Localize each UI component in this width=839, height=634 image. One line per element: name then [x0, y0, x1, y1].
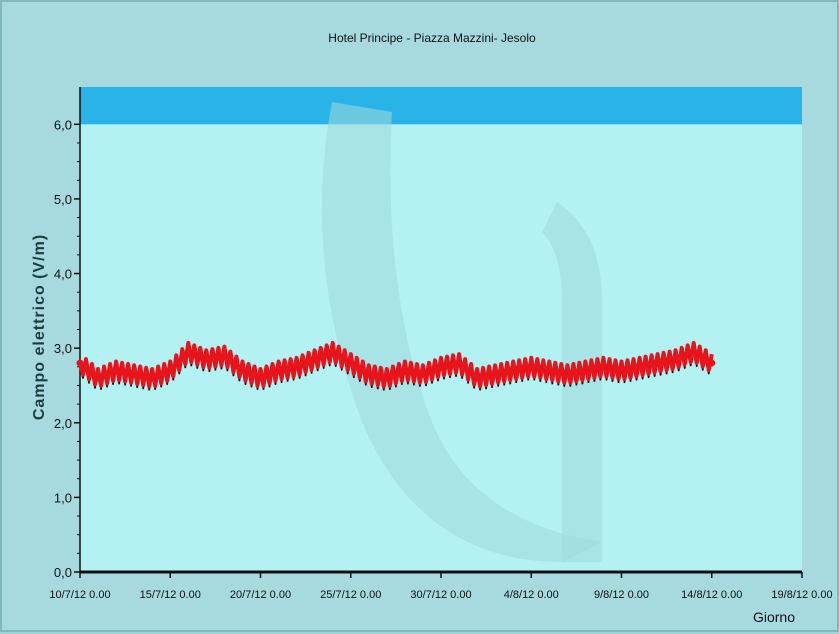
data-point	[618, 367, 625, 375]
data-point	[112, 367, 120, 375]
x-tick-label: 19/8/12 0.00	[771, 589, 832, 601]
series-shadow-line	[79, 346, 713, 391]
data-point	[130, 370, 138, 378]
data-point	[581, 367, 589, 375]
data-point	[329, 348, 337, 356]
data-point	[563, 370, 571, 378]
data-point	[419, 370, 427, 378]
data-point	[94, 374, 102, 382]
y-axis-label: Campo elettrico (V/m)	[31, 234, 48, 420]
x-tick-label: 20/7/12 0.00	[230, 589, 291, 601]
x-tick-label: 4/8/12 0.00	[504, 589, 559, 601]
x-tick-label: 14/8/12 0.00	[681, 589, 742, 601]
x-tick-label: 10/7/12 0.00	[49, 589, 110, 601]
y-tick-label: 6,0	[54, 117, 72, 132]
y-tick-label: 0,0	[54, 565, 72, 580]
data-point	[220, 352, 228, 360]
data-point	[690, 348, 698, 356]
data-point	[238, 367, 246, 375]
data-point	[365, 370, 373, 378]
chart-title: Hotel Principe - Piazza Mazzini- Jesolo	[328, 31, 536, 45]
plot-area: 0,0 1,0 2,0 3,0 4,0 5,0 6,0 10/7/12 0.00 15/7/12…	[49, 87, 833, 601]
data-point	[166, 367, 174, 375]
data-point	[473, 374, 481, 382]
data-point	[599, 363, 607, 371]
data-point	[347, 359, 355, 367]
data-point	[509, 367, 517, 375]
limit-band	[80, 87, 802, 125]
data-point	[654, 359, 662, 367]
data-point	[636, 363, 644, 371]
data-point	[257, 374, 264, 382]
data-point	[527, 363, 535, 371]
data-point	[437, 363, 445, 371]
x-axis-label: Giorno	[753, 609, 795, 625]
data-point	[708, 359, 716, 367]
y-tick-label: 3,0	[54, 341, 72, 356]
data-point	[311, 355, 319, 363]
data-point	[455, 359, 463, 367]
data-point	[491, 370, 499, 378]
y-tick-label: 1,0	[54, 490, 72, 505]
series-line	[78, 340, 714, 389]
watermark-logo	[322, 102, 602, 562]
y-tick-label: 4,0	[54, 267, 72, 282]
x-tick-label: 9/8/12 0.00	[594, 589, 649, 601]
x-tick-label: 25/7/12 0.00	[320, 589, 381, 601]
y-tick-label: 5,0	[54, 192, 72, 207]
data-point	[202, 355, 210, 363]
data-point	[672, 355, 680, 363]
data-point	[148, 374, 156, 382]
data-point	[184, 348, 192, 356]
data-point	[383, 374, 391, 382]
y-tick-label: 2,0	[54, 416, 72, 431]
data-point	[275, 367, 283, 375]
data-point	[401, 367, 409, 375]
data-point	[545, 367, 553, 375]
data-point	[293, 363, 301, 371]
data-point	[76, 359, 84, 367]
x-tick-label: 15/7/12 0.00	[140, 589, 201, 601]
x-tick-label: 30/7/12 0.00	[410, 589, 471, 601]
